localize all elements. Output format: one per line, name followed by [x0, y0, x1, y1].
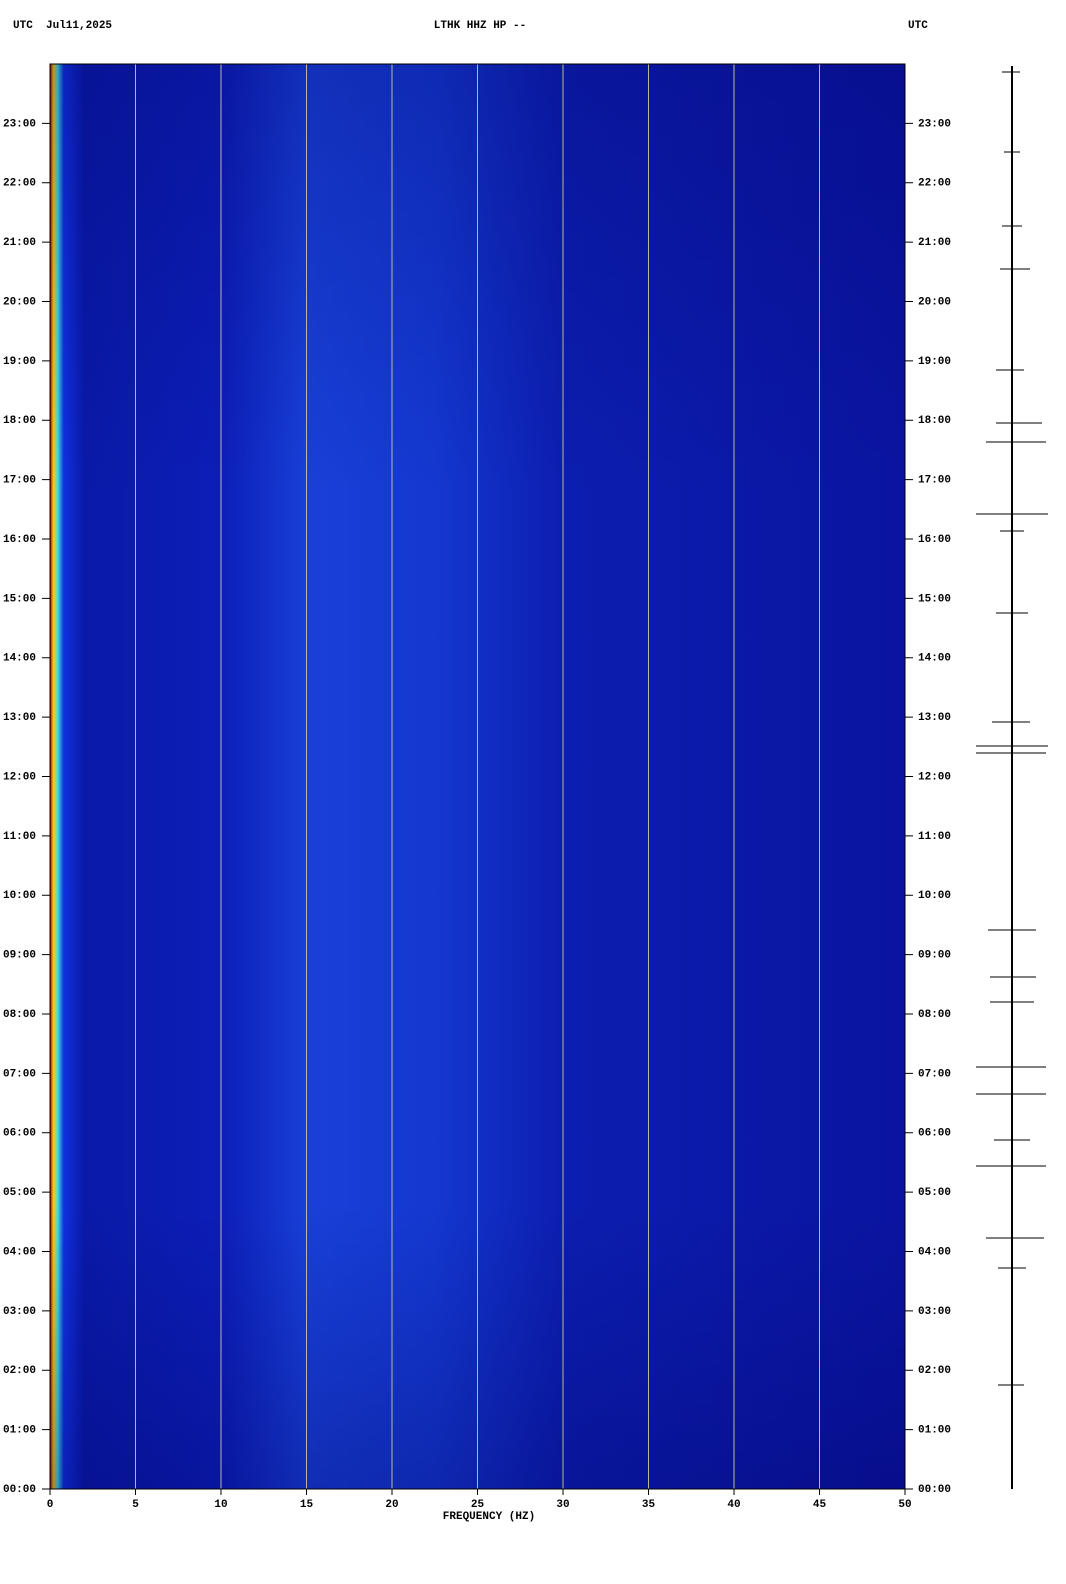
x-tick-label: 10	[214, 1499, 227, 1511]
y-tick-label-left: 10:00	[3, 890, 36, 902]
y-tick-label-left: 09:00	[3, 950, 36, 962]
y-tick-label-left: 21:00	[3, 237, 36, 249]
x-tick-label: 25	[471, 1499, 485, 1511]
y-tick-label-left: 02:00	[3, 1365, 36, 1377]
x-tick-label: 5	[132, 1499, 139, 1511]
header-right: UTC	[908, 20, 928, 32]
y-tick-label-left: 01:00	[3, 1425, 36, 1437]
y-tick-label-right: 20:00	[918, 296, 951, 308]
header: UTC Jul11,2025 LTHK HHZ HP -- UTC	[13, 20, 928, 32]
y-tick-label-left: 06:00	[3, 1128, 36, 1140]
y-tick-label-left: 23:00	[3, 118, 36, 130]
y-tick-label-left: 15:00	[3, 593, 36, 605]
y-tick-label-left: 08:00	[3, 1009, 36, 1021]
y-tick-label-right: 21:00	[918, 237, 951, 249]
y-tick-label-right: 10:00	[918, 890, 951, 902]
header-left: UTC Jul11,2025	[13, 20, 112, 32]
y-tick-label-right: 13:00	[918, 712, 951, 724]
y-tick-label-left: 14:00	[3, 653, 36, 665]
y-tick-label-left: 05:00	[3, 1187, 36, 1199]
y-tick-label-right: 14:00	[918, 653, 951, 665]
y-tick-label-right: 06:00	[918, 1128, 951, 1140]
x-tick-label: 15	[300, 1499, 314, 1511]
y-tick-label-right: 03:00	[918, 1306, 951, 1318]
y-tick-label-left: 17:00	[3, 475, 36, 487]
x-tick-label: 45	[813, 1499, 827, 1511]
y-tick-label-left: 04:00	[3, 1246, 36, 1258]
x-axis-label: FREQUENCY (HZ)	[443, 1511, 535, 1523]
y-tick-label-left: 03:00	[3, 1306, 36, 1318]
y-tick-label-right: 15:00	[918, 593, 951, 605]
seismogram	[976, 66, 1048, 1489]
y-tick-label-right: 23:00	[918, 118, 951, 130]
y-tick-label-left: 00:00	[3, 1484, 36, 1496]
x-tick-label: 20	[385, 1499, 398, 1511]
y-tick-label-right: 16:00	[918, 534, 951, 546]
y-tick-label-left: 13:00	[3, 712, 36, 724]
y-tick-label-right: 08:00	[918, 1009, 951, 1021]
y-tick-label-right: 02:00	[918, 1365, 951, 1377]
y-tick-label-right: 05:00	[918, 1187, 951, 1199]
y-tick-label-right: 18:00	[918, 415, 951, 427]
header-center: LTHK HHZ HP --	[434, 20, 526, 32]
y-tick-label-right: 11:00	[918, 831, 951, 843]
x-tick-label: 40	[727, 1499, 740, 1511]
y-tick-label-right: 17:00	[918, 475, 951, 487]
y-tick-label-left: 12:00	[3, 771, 36, 783]
y-tick-label-right: 01:00	[918, 1425, 951, 1437]
y-tick-label-right: 12:00	[918, 771, 951, 783]
y-tick-label-left: 22:00	[3, 178, 36, 190]
x-tick-label: 0	[47, 1499, 54, 1511]
y-tick-label-right: 09:00	[918, 950, 951, 962]
y-tick-label-left: 18:00	[3, 415, 36, 427]
y-tick-label-right: 00:00	[918, 1484, 951, 1496]
y-tick-label-left: 07:00	[3, 1068, 36, 1080]
y-tick-label-left: 11:00	[3, 831, 36, 843]
y-tick-label-left: 19:00	[3, 356, 36, 368]
y-tick-label-left: 16:00	[3, 534, 36, 546]
y-tick-label-right: 07:00	[918, 1068, 951, 1080]
y-tick-label-right: 04:00	[918, 1246, 951, 1258]
y-tick-label-left: 20:00	[3, 296, 36, 308]
x-tick-label: 35	[642, 1499, 656, 1511]
y-tick-label-right: 19:00	[918, 356, 951, 368]
x-tick-label: 50	[898, 1499, 911, 1511]
x-tick-label: 30	[556, 1499, 569, 1511]
y-tick-label-right: 22:00	[918, 178, 951, 190]
